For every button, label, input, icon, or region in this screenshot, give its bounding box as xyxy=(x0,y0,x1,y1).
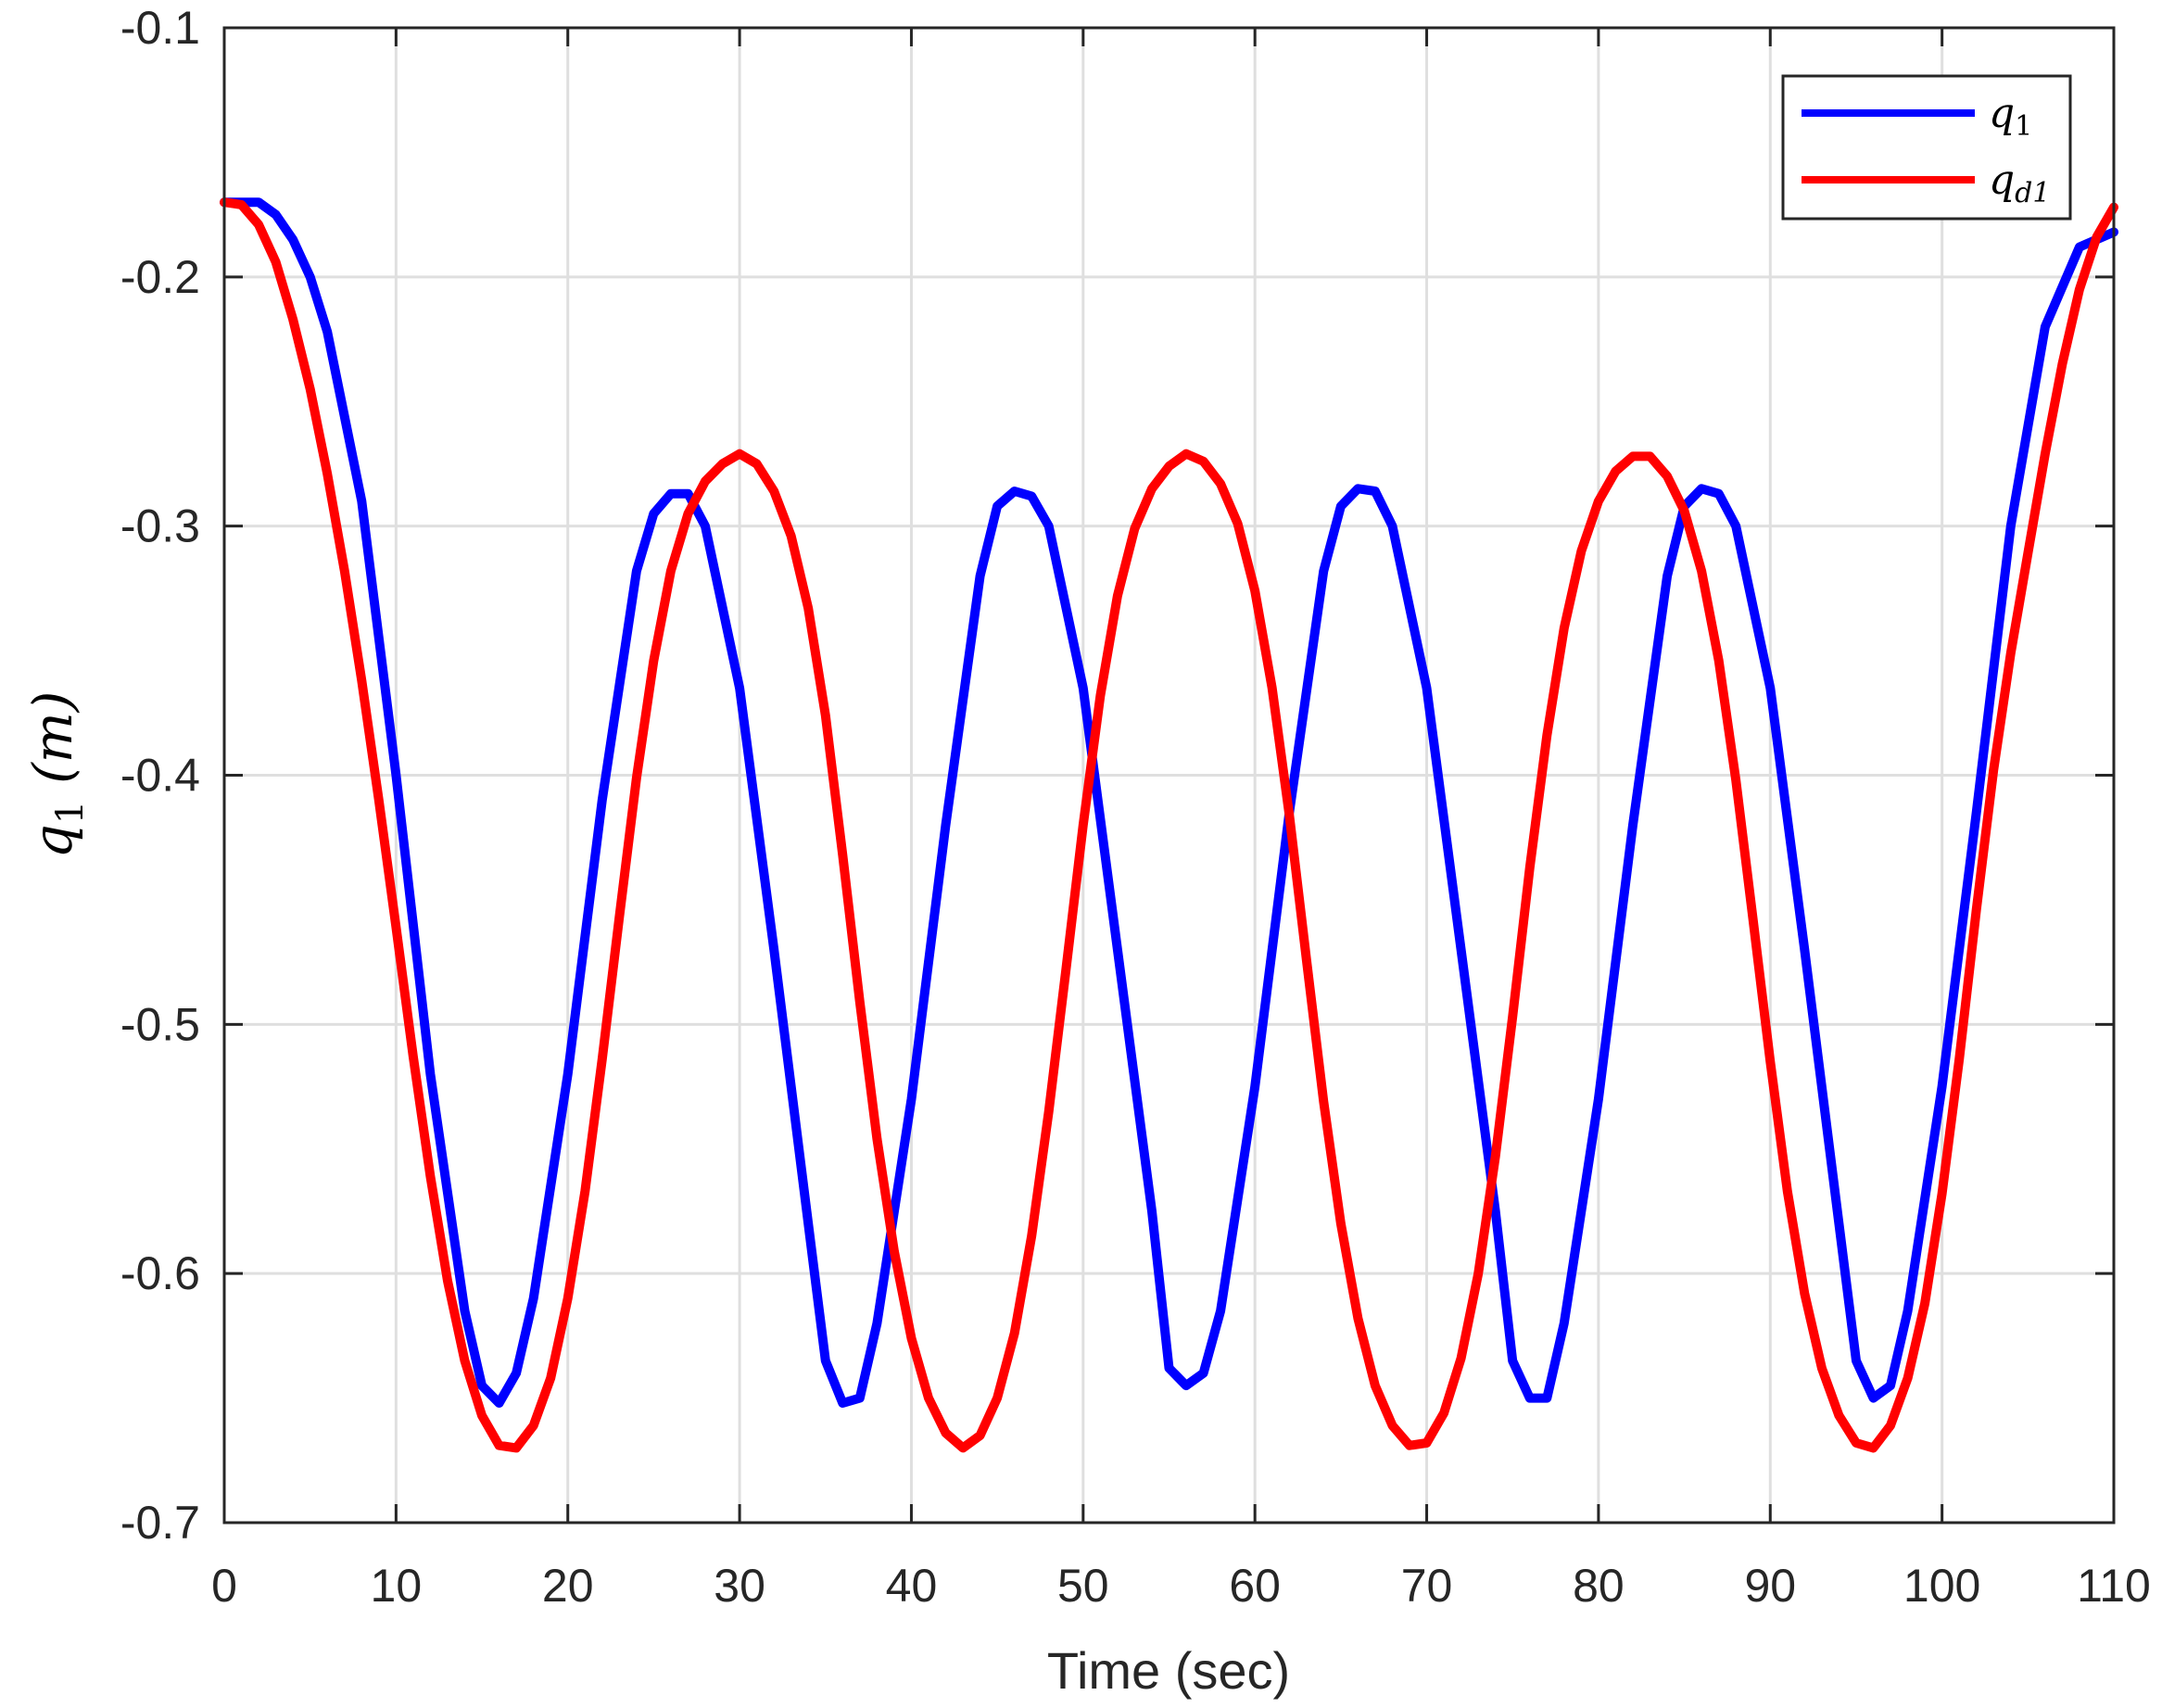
y-axis-tick-labels: -0.1 -0.2 -0.3 -0.4 -0.5 -0.6 -0.7 xyxy=(120,2,200,1549)
x-tick-label: 20 xyxy=(542,1560,594,1612)
x-tick-label: 30 xyxy=(714,1560,765,1612)
series-group xyxy=(220,197,2118,1453)
y-axis-title: q1 (m) xyxy=(21,691,92,859)
x-tick-label: 0 xyxy=(211,1560,237,1612)
legend-label-q1: q1 xyxy=(1989,90,2032,143)
axis-ticks xyxy=(222,26,2116,1525)
series-line-qd1 xyxy=(220,197,2118,1453)
legend-label-q1-symbol: q xyxy=(1989,90,2015,137)
legend-label-qd1: qd1 xyxy=(1989,157,2050,209)
x-axis-title: Time (sec) xyxy=(1047,1641,1290,1700)
legend-box xyxy=(1781,74,2072,221)
y-axis-title-unit: (m) xyxy=(21,691,84,784)
y-tick-label: -0.6 xyxy=(120,1247,200,1299)
x-tick-label: 40 xyxy=(886,1560,938,1612)
y-tick-label: -0.3 xyxy=(120,500,200,552)
y-tick-label: -0.1 xyxy=(120,2,200,54)
legend-label-qd1-symbol: q xyxy=(1989,157,2015,204)
y-tick-label: -0.5 xyxy=(120,998,200,1050)
x-tick-label: 70 xyxy=(1401,1560,1453,1612)
x-tick-label: 50 xyxy=(1057,1560,1109,1612)
y-axis-title-symbol: q xyxy=(21,824,84,858)
x-tick-label: 90 xyxy=(1744,1560,1796,1612)
x-tick-label: 60 xyxy=(1229,1560,1281,1612)
series-line-q1 xyxy=(220,197,2118,1408)
svg-text:q1(m): q1 (m) xyxy=(21,691,92,859)
y-tick-label: -0.2 xyxy=(120,251,200,303)
x-tick-label: 100 xyxy=(1903,1560,1980,1612)
x-tick-label: 80 xyxy=(1573,1560,1625,1612)
y-axis-title-subscript: 1 xyxy=(49,801,92,824)
legend-label-q1-subscript: 1 xyxy=(2015,110,2032,143)
x-tick-label: 110 xyxy=(2077,1560,2151,1612)
x-tick-label: 10 xyxy=(371,1560,423,1612)
legend-label-qd1-subscript: d1 xyxy=(2015,177,2050,209)
y-tick-label: -0.4 xyxy=(120,750,200,802)
y-tick-label: -0.7 xyxy=(120,1497,200,1549)
legend: q1 qd1 xyxy=(1781,74,2072,221)
x-axis-tick-labels: 0 10 20 30 40 50 60 70 80 90 100 110 xyxy=(211,1560,2151,1612)
